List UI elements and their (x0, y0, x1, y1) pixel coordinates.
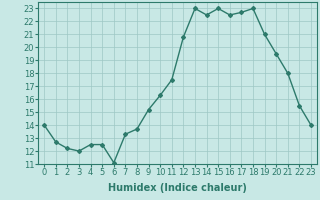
X-axis label: Humidex (Indice chaleur): Humidex (Indice chaleur) (108, 183, 247, 193)
